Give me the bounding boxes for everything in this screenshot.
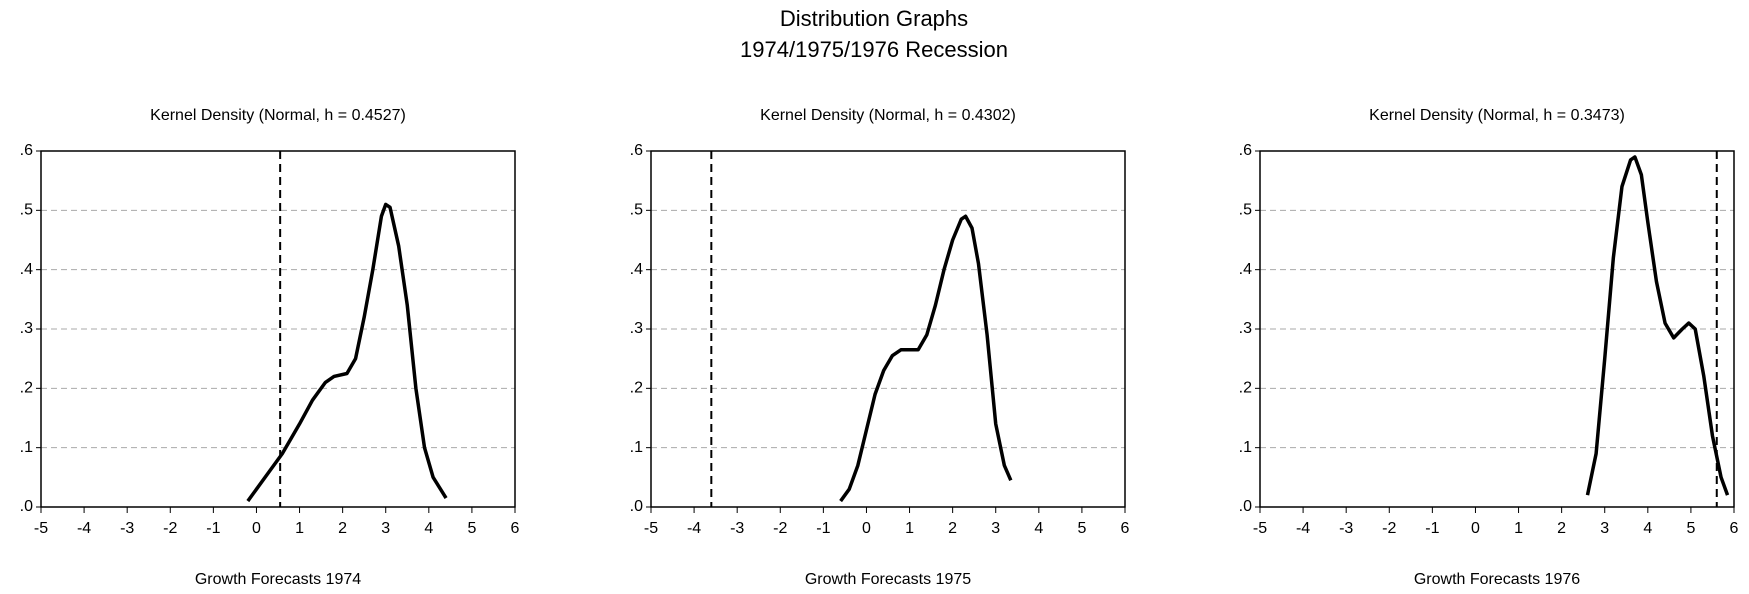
x-tick-label: 5	[1686, 520, 1695, 537]
y-tick-label: .1	[630, 439, 643, 456]
chart-title: Kernel Density (Normal, h = 0.3473)	[1369, 107, 1625, 124]
y-tick-label: .4	[1239, 261, 1252, 278]
y-tick-label: .1	[20, 439, 33, 456]
x-tick-label: -5	[34, 520, 48, 537]
x-tick-label: -4	[1296, 520, 1310, 537]
y-tick-label: .6	[1239, 142, 1252, 159]
y-tick-label: .2	[20, 380, 33, 397]
x-tick-label: 2	[948, 520, 957, 537]
y-tick-label: .0	[630, 498, 643, 515]
x-tick-label: 3	[1600, 520, 1609, 537]
x-tick-label: -1	[206, 520, 220, 537]
density-line	[1585, 155, 1730, 496]
x-axis-label: Growth Forecasts 1975	[805, 571, 971, 588]
x-tick-label: 0	[862, 520, 871, 537]
x-tick-label: -2	[1382, 520, 1396, 537]
x-tick-label: 5	[467, 520, 476, 537]
x-tick-label: 6	[1730, 520, 1739, 537]
x-tick-label: -1	[1425, 520, 1439, 537]
y-tick-label: .2	[1239, 380, 1252, 397]
x-tick-label: 1	[295, 520, 304, 537]
plot-frame	[650, 150, 1126, 508]
x-axis-label: Growth Forecasts 1976	[1414, 571, 1580, 588]
x-tick-label: -3	[1339, 520, 1353, 537]
y-tick-label: .2	[630, 380, 643, 397]
x-tick-label: 6	[511, 520, 520, 537]
y-tick-label: .6	[20, 142, 33, 159]
x-tick-label: 5	[1077, 520, 1086, 537]
y-tick-label: .1	[1239, 439, 1252, 456]
x-tick-label: -2	[773, 520, 787, 537]
x-tick-label: 4	[424, 520, 433, 537]
x-tick-label: 1	[1514, 520, 1523, 537]
y-tick-label: .6	[630, 142, 643, 159]
x-tick-label: 4	[1034, 520, 1043, 537]
x-tick-label: 1	[905, 520, 914, 537]
y-tick-label: .3	[1239, 320, 1252, 337]
plot-frame	[40, 150, 516, 508]
x-tick-label: 3	[381, 520, 390, 537]
x-tick-label: 2	[1557, 520, 1566, 537]
y-tick-label: .4	[20, 261, 33, 278]
x-tick-label: -5	[644, 520, 658, 537]
y-tick-label: .3	[20, 320, 33, 337]
y-tick-label: .4	[630, 261, 643, 278]
plot-frame	[1259, 150, 1735, 508]
y-tick-label: .5	[20, 202, 33, 219]
x-tick-label: 0	[252, 520, 261, 537]
x-tick-label: 3	[991, 520, 1000, 537]
chart-title: Kernel Density (Normal, h = 0.4302)	[760, 107, 1016, 124]
y-tick-label: .0	[20, 498, 33, 515]
figure-title: Distribution Graphs	[780, 6, 968, 31]
x-tick-label: 2	[338, 520, 347, 537]
x-tick-label: -1	[816, 520, 830, 537]
chart-title: Kernel Density (Normal, h = 0.4527)	[150, 107, 406, 124]
x-tick-label: -2	[163, 520, 177, 537]
y-tick-label: .0	[1239, 498, 1252, 515]
y-tick-label: .5	[630, 202, 643, 219]
x-tick-label: -3	[120, 520, 134, 537]
x-tick-label: 0	[1471, 520, 1480, 537]
x-tick-label: -3	[730, 520, 744, 537]
density-line	[839, 214, 1013, 503]
y-tick-label: .3	[630, 320, 643, 337]
x-axis-label: Growth Forecasts 1974	[195, 571, 361, 588]
x-tick-label: 4	[1643, 520, 1652, 537]
x-tick-label: 6	[1121, 520, 1130, 537]
y-tick-label: .5	[1239, 202, 1252, 219]
x-tick-label: -4	[687, 520, 701, 537]
density-line	[246, 202, 448, 503]
figure-subtitle: 1974/1975/1976 Recession	[740, 37, 1008, 62]
x-tick-label: -5	[1253, 520, 1267, 537]
x-tick-label: -4	[77, 520, 91, 537]
